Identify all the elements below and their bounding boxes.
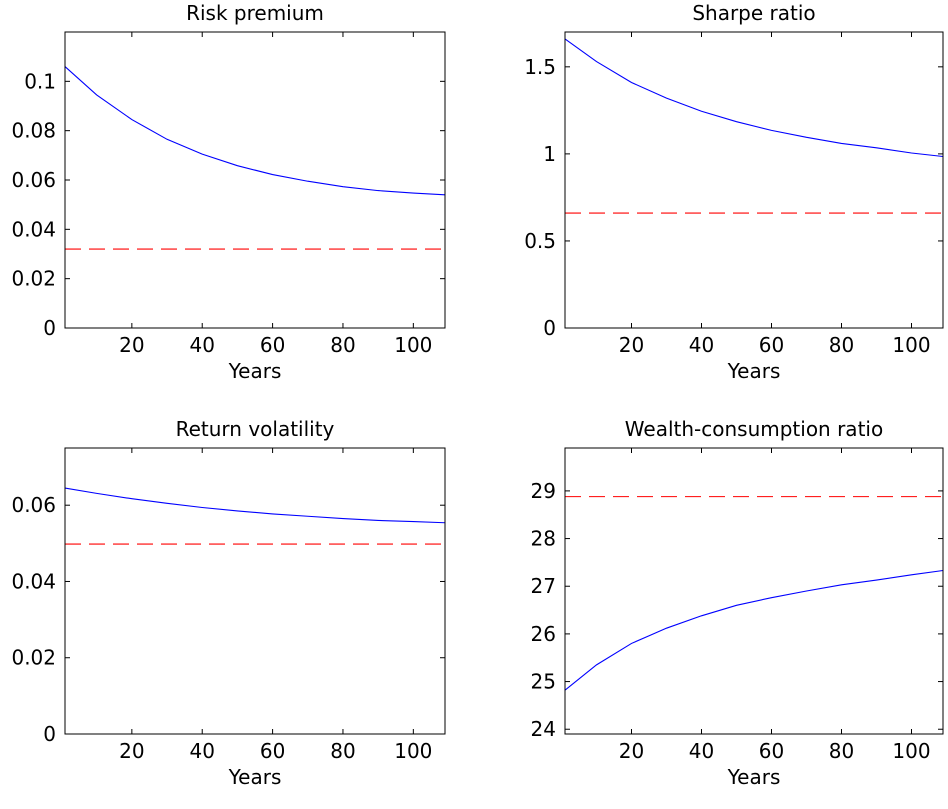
x-axis-label: Years <box>228 359 282 383</box>
x-tick-label: 60 <box>759 739 784 763</box>
x-axis-label: Years <box>228 765 282 789</box>
y-tick-label: 26 <box>531 622 556 646</box>
x-tick-label: 40 <box>689 739 714 763</box>
x-tick-label: 60 <box>260 333 285 357</box>
series-line-1 <box>64 66 446 196</box>
x-tick-label: 20 <box>619 739 644 763</box>
y-tick-label: 28 <box>531 527 556 551</box>
axes-box-1 <box>64 31 446 329</box>
x-axis-label: Years <box>727 765 781 789</box>
x-tick-label: 100 <box>892 739 930 763</box>
subplot-title: Return volatility <box>176 417 335 441</box>
x-tick-label: 100 <box>394 333 432 357</box>
series-line-2 <box>564 38 944 158</box>
y-tick-label: 0 <box>43 316 56 340</box>
x-tick-label: 100 <box>892 333 930 357</box>
y-tick-label: 1 <box>543 142 556 166</box>
y-tick-label: 0.02 <box>11 267 56 291</box>
subplot-2: 20 40 60 80 100 0 0.5 1 1.5 Sharpe ratio Years <box>524 1 944 383</box>
subplot-3: 20 40 60 80 100 0 0.02 0.04 0.06 Return volatilit… <box>11 417 446 789</box>
y-tick-label: 0.5 <box>524 229 556 253</box>
series-line-4 <box>564 569 944 691</box>
y-tick-label: 0.04 <box>11 569 56 593</box>
series-line-3 <box>64 487 446 524</box>
subplot-title: Sharpe ratio <box>692 1 815 25</box>
x-tick-label: 80 <box>330 739 355 763</box>
y-tick-label: 1.5 <box>524 55 556 79</box>
y-tick-label: 0.02 <box>11 646 56 670</box>
y-tick-label: 0.06 <box>11 168 56 192</box>
axes-box-3 <box>64 447 446 735</box>
x-tick-label: 20 <box>119 739 144 763</box>
subplot-title: Wealth-consumption ratio <box>625 417 883 441</box>
x-axis-label: Years <box>727 359 781 383</box>
axes-box-2 <box>564 31 944 329</box>
x-tick-label: 80 <box>330 333 355 357</box>
x-tick-label: 40 <box>189 333 214 357</box>
x-tick-label: 40 <box>189 739 214 763</box>
x-tick-label: 20 <box>119 333 144 357</box>
y-tick-label: 0.08 <box>11 119 56 143</box>
subplot-title: Risk premium <box>186 1 324 25</box>
x-tick-label: 100 <box>394 739 432 763</box>
y-tick-label: 29 <box>531 479 556 503</box>
x-tick-label: 80 <box>829 739 854 763</box>
y-tick-label: 0.1 <box>24 69 56 93</box>
x-tick-label: 60 <box>260 739 285 763</box>
x-tick-label: 80 <box>829 333 854 357</box>
y-tick-label: 25 <box>531 670 556 694</box>
y-tick-label: 0.06 <box>11 493 56 517</box>
x-tick-label: 20 <box>619 333 644 357</box>
y-tick-label: 27 <box>531 574 556 598</box>
x-tick-label: 60 <box>759 333 784 357</box>
y-tick-label: 24 <box>531 717 556 741</box>
x-tick-label: 40 <box>689 333 714 357</box>
y-tick-label: 0 <box>43 722 56 746</box>
axes-box-4 <box>564 447 944 735</box>
subplot-1: 20 40 60 80 100 0 0.02 0.04 0.06 0.08 0.1 Risk prem… <box>11 1 446 383</box>
subplot-4: 20 40 60 80 100 24 25 26 27 28 29 Wealth-consumptio… <box>531 417 944 789</box>
y-tick-label: 0 <box>543 316 556 340</box>
y-tick-label: 0.04 <box>11 217 56 241</box>
